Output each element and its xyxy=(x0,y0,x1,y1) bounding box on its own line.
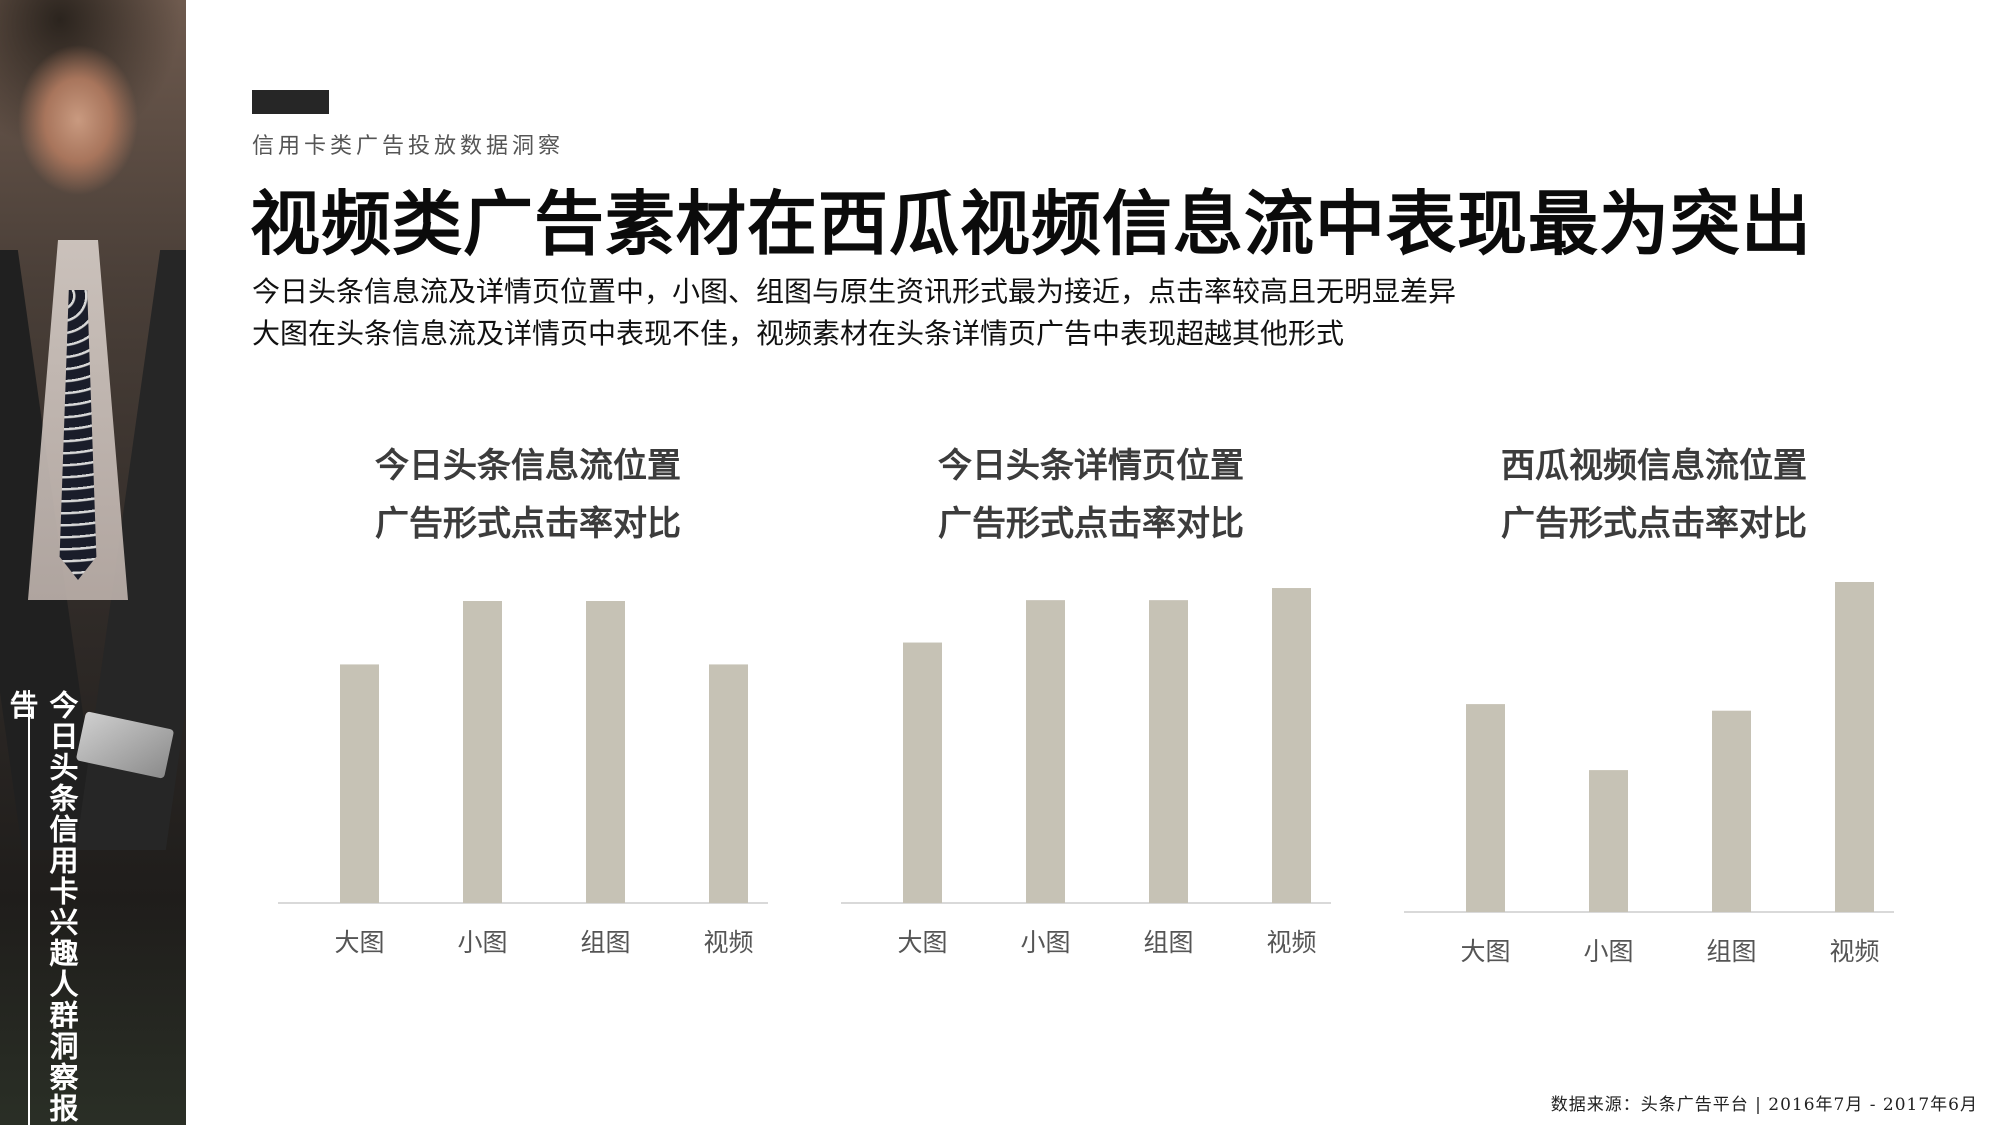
bar-1 xyxy=(903,642,942,903)
page-title: 视频类广告素材在西瓜视频信息流中表现最为突出 xyxy=(250,183,1812,265)
bar-1 xyxy=(1466,704,1505,912)
bar-3 xyxy=(1712,710,1751,912)
x-tick-label: 视频 xyxy=(703,928,753,957)
chart-xigua-feed: 西瓜视频信息流位置 广告形式点击率对比 大图 小图 组图 视频 xyxy=(1404,0,1904,966)
bar-4 xyxy=(1272,588,1311,903)
x-tick-label: 大图 xyxy=(334,928,384,957)
bar-4 xyxy=(709,664,748,903)
chart-title-line2: 广告形式点击率对比 xyxy=(938,504,1244,544)
bar-2 xyxy=(1589,770,1628,912)
x-tick-label: 小图 xyxy=(1583,937,1633,966)
title-accent-bar xyxy=(252,90,329,114)
bar-3 xyxy=(586,601,625,903)
x-tick-label: 小图 xyxy=(457,928,507,957)
chart-plot-area: 大图 小图 组图 视频 xyxy=(278,601,768,957)
chart-title-line1: 西瓜视频信息流位置 xyxy=(1501,446,1807,486)
subtitle-line-1: 今日头条信息流及详情页位置中，小图、组图与原生资讯形式最为接近，点击率较高且无明… xyxy=(252,275,1457,308)
x-tick-label: 大图 xyxy=(1460,937,1510,966)
bar-4 xyxy=(1835,582,1874,912)
side-divider-line xyxy=(28,690,30,1125)
x-tick-label: 小图 xyxy=(1020,928,1070,957)
chart-title-line1: 今日头条信息流位置 xyxy=(375,446,681,486)
data-source-footer: 数据来源：头条广告平台 | 2016年7月 - 2017年6月 xyxy=(1550,1095,1978,1115)
x-tick-label: 视频 xyxy=(1829,937,1879,966)
x-tick-label: 视频 xyxy=(1266,928,1316,957)
chart-title-line2: 广告形式点击率对比 xyxy=(1501,504,1807,544)
report-vertical-title: 今日头条信用卡兴趣人群洞察报告 xyxy=(5,690,79,1124)
bar-1 xyxy=(340,664,379,903)
bar-2 xyxy=(1026,600,1065,903)
chart-plot-area: 大图 小图 组图 视频 xyxy=(841,588,1331,957)
chart-toutiao-detail: 今日头条详情页位置 广告形式点击率对比 大图 小图 组图 视频 xyxy=(841,0,1341,957)
bar-2 xyxy=(463,601,502,903)
bar-3 xyxy=(1149,600,1188,903)
subtitle-line-2: 大图在头条信息流及详情页中表现不佳，视频素材在头条详情页广告中表现超越其他形式 xyxy=(252,317,1345,350)
chart-title-line1: 今日头条详情页位置 xyxy=(938,446,1244,486)
chart-plot-area: 大图 小图 组图 视频 xyxy=(1404,582,1894,966)
chart-toutiao-feed: 今日头条信息流位置 广告形式点击率对比 大图 小图 组图 视频 xyxy=(278,0,778,957)
x-tick-label: 大图 xyxy=(897,928,947,957)
side-photo-panel: 今日头条信用卡兴趣人群洞察报告 xyxy=(0,0,186,1125)
chart-title-line2: 广告形式点击率对比 xyxy=(375,504,681,544)
x-tick-label: 组图 xyxy=(1143,928,1193,957)
x-tick-label: 组图 xyxy=(1706,937,1756,966)
x-tick-label: 组图 xyxy=(580,928,630,957)
section-label: 信用卡类广告投放数据洞察 xyxy=(252,134,565,159)
